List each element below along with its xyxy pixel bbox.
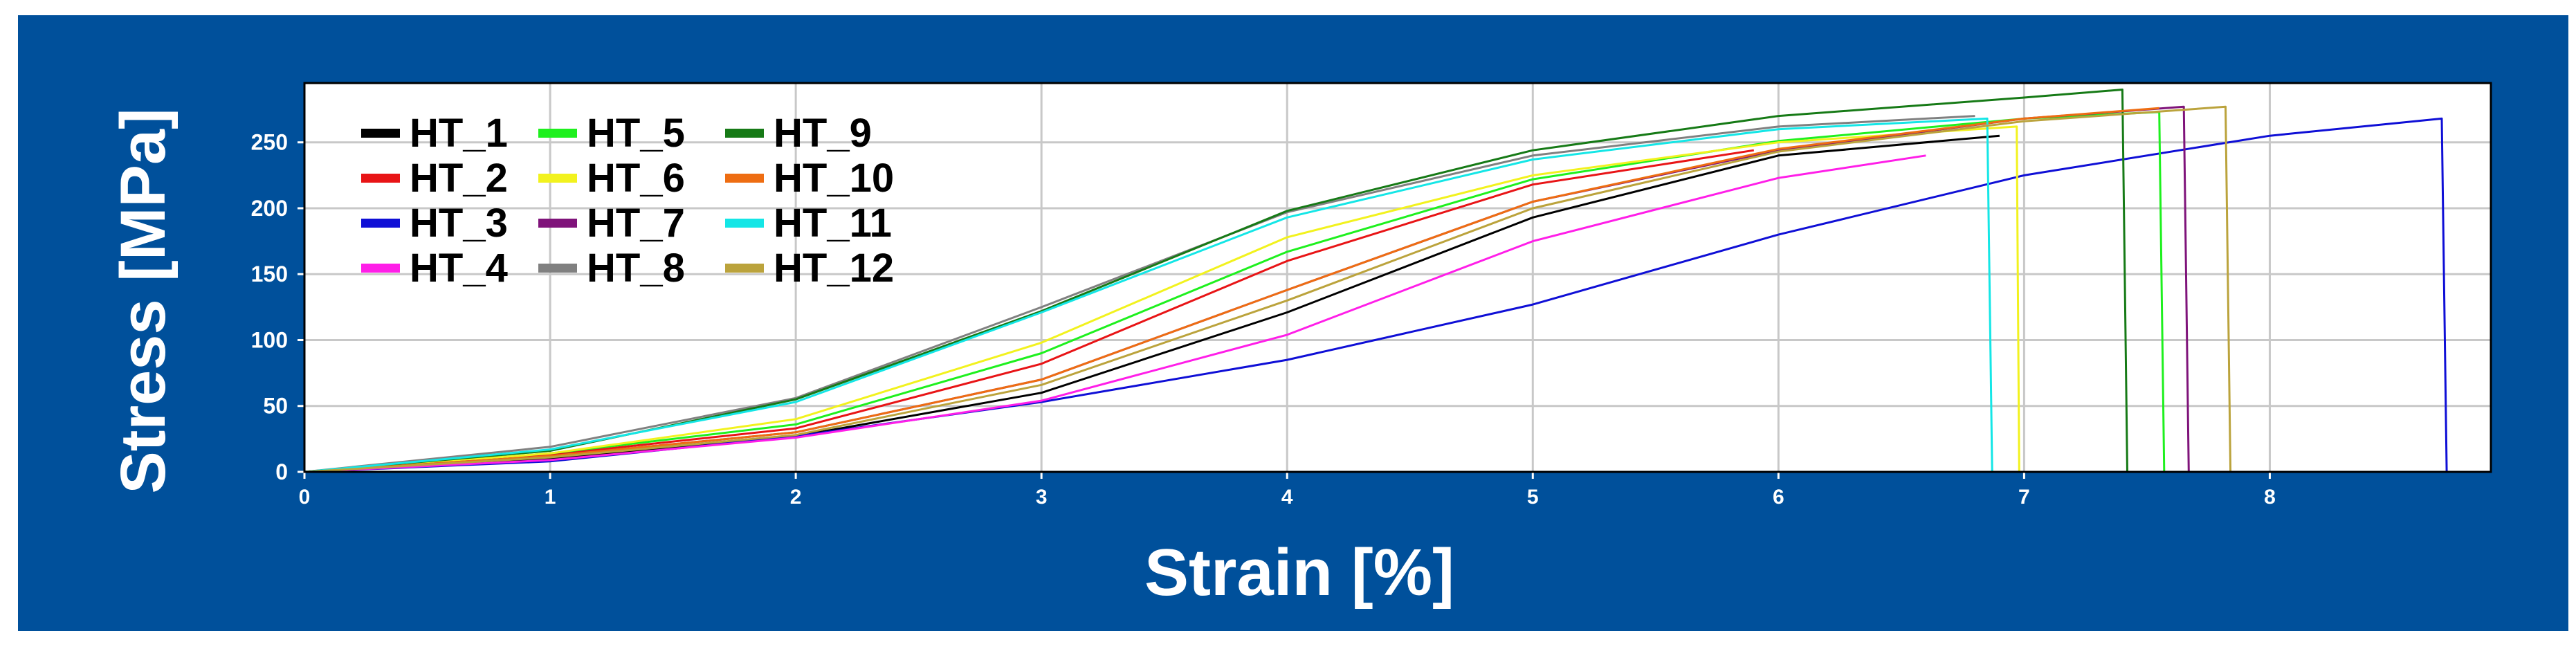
y-tick-label: 50 bbox=[263, 394, 288, 419]
legend-swatch bbox=[538, 219, 577, 228]
legend-item: HT_3 bbox=[361, 201, 508, 246]
legend-item: HT_5 bbox=[538, 111, 685, 156]
legend-swatch bbox=[725, 219, 764, 228]
legend-swatch bbox=[538, 129, 577, 138]
legend-item: HT_7 bbox=[538, 201, 685, 246]
x-tick-label: 2 bbox=[790, 486, 802, 509]
legend-item: HT_2 bbox=[361, 156, 508, 201]
series-line-ht-5 bbox=[304, 111, 2166, 473]
y-tick-label: 100 bbox=[251, 327, 288, 352]
x-tick-label: 6 bbox=[1773, 486, 1784, 509]
x-tick-label: 4 bbox=[1281, 486, 1293, 509]
x-tick-label: 3 bbox=[1036, 486, 1048, 509]
legend-swatch bbox=[538, 174, 577, 183]
legend-label: HT_7 bbox=[587, 201, 685, 246]
series-line-ht-8 bbox=[304, 115, 1975, 473]
legend-label: HT_11 bbox=[774, 201, 892, 246]
legend-item: HT_12 bbox=[725, 246, 894, 291]
legend-swatch bbox=[361, 174, 400, 183]
legend-label: HT_3 bbox=[410, 201, 508, 246]
legend-label: HT_12 bbox=[774, 246, 894, 291]
series-line-ht-4 bbox=[304, 154, 1926, 473]
plot-frame bbox=[303, 82, 2492, 473]
legend-label: HT_4 bbox=[410, 246, 508, 291]
legend-label: HT_8 bbox=[587, 246, 685, 291]
legend-item: HT_9 bbox=[725, 111, 872, 156]
legend-item: HT_10 bbox=[725, 156, 894, 201]
legend-swatch bbox=[538, 264, 577, 273]
series-line-ht-12 bbox=[304, 105, 2232, 473]
legend-label: HT_1 bbox=[410, 111, 508, 156]
y-axis-label: Stress [MPa] bbox=[108, 108, 179, 493]
x-tick-label: 1 bbox=[545, 486, 556, 509]
legend-item: HT_8 bbox=[538, 246, 685, 291]
legend-swatch bbox=[361, 219, 400, 228]
series-line-ht-10 bbox=[304, 107, 2159, 473]
series-line-ht-2 bbox=[304, 149, 1755, 473]
legend-item: HT_1 bbox=[361, 111, 508, 156]
grid-lines bbox=[304, 83, 2491, 472]
legend-item: HT_11 bbox=[725, 201, 892, 246]
series-line-ht-1 bbox=[304, 134, 2000, 473]
y-tick-label: 0 bbox=[275, 459, 288, 484]
x-tick-label: 7 bbox=[2018, 486, 2030, 509]
legend-item: HT_4 bbox=[361, 246, 508, 291]
legend-swatch bbox=[361, 264, 400, 273]
x-tick-label: 5 bbox=[1527, 486, 1539, 509]
x-tick-label: 8 bbox=[2264, 486, 2276, 509]
legend-swatch bbox=[725, 174, 764, 183]
x-tick-label: 0 bbox=[299, 486, 311, 509]
legend-label: HT_2 bbox=[410, 156, 508, 201]
legend-label: HT_10 bbox=[774, 156, 894, 201]
legend-swatch bbox=[361, 129, 400, 138]
legend-label: HT_5 bbox=[587, 111, 685, 156]
axis-ticks: 0 1 2 3 4 5 6 7 8 0 50 100 150 200 250 bbox=[251, 130, 2276, 509]
legend-label: HT_9 bbox=[774, 111, 872, 156]
x-axis-label: Strain [%] bbox=[1144, 536, 1454, 610]
legend-item: HT_6 bbox=[538, 156, 685, 201]
y-tick-label: 200 bbox=[251, 196, 288, 221]
legend-swatch bbox=[725, 129, 764, 138]
data-series bbox=[304, 89, 2448, 473]
series-line-ht-11 bbox=[304, 117, 1993, 473]
legend: HT_1HT_2HT_3HT_4HT_5HT_6HT_7HT_8HT_9HT_1… bbox=[361, 111, 894, 291]
y-tick-label: 250 bbox=[251, 130, 288, 155]
legend-label: HT_6 bbox=[587, 156, 685, 201]
legend-swatch bbox=[725, 264, 764, 273]
y-tick-label: 150 bbox=[251, 262, 288, 286]
